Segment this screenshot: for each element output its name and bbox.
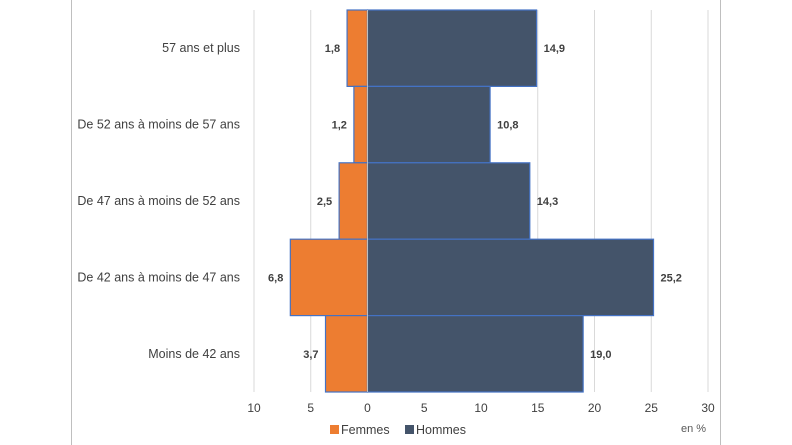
- data-label-femmes-1: 1,2: [332, 120, 347, 132]
- data-label-femmes-4: 3,7: [303, 349, 318, 361]
- x-tick-label-2: 0: [364, 401, 371, 415]
- data-label-femmes-3: 6,8: [268, 272, 283, 284]
- x-tick-label-6: 20: [588, 401, 602, 415]
- data-label-femmes-0: 1,8: [325, 43, 340, 55]
- legend-swatch-femmes: [330, 425, 339, 434]
- category-label-4: Moins de 42 ans: [148, 347, 240, 361]
- bar-hommes-1: [366, 85, 491, 164]
- x-axis-tick-labels: 10 5 0 5 10 15 20 25 30: [247, 401, 715, 415]
- bar-hommes-0: [366, 9, 538, 88]
- category-labels: 57 ans et plus De 52 ans à moins de 57 an…: [77, 41, 240, 361]
- bar-femmes-3: [289, 238, 369, 317]
- bar-hommes-2: [366, 162, 531, 240]
- category-label-3: De 42 ans à moins de 47 ans: [77, 270, 240, 284]
- bar-hommes-3: [366, 238, 655, 317]
- x-tick-label-0: 10: [247, 401, 261, 415]
- legend-label-hommes: Hommes: [416, 423, 466, 437]
- bars: [289, 9, 655, 393]
- data-label-femmes-2: 2,5: [317, 196, 332, 208]
- bar-hommes-4: [366, 315, 584, 393]
- legend-swatch-hommes: [405, 425, 414, 434]
- category-label-2: De 47 ans à moins de 52 ans: [77, 194, 240, 208]
- x-tick-label-3: 5: [421, 401, 428, 415]
- data-label-hommes-1: 10,8: [497, 120, 518, 132]
- data-label-hommes-2: 14,3: [537, 196, 558, 208]
- x-tick-label-5: 15: [531, 401, 545, 415]
- legend: Femmes Hommes: [330, 423, 466, 437]
- x-tick-label-4: 10: [474, 401, 488, 415]
- bar-femmes-2: [338, 162, 369, 240]
- bar-femmes-0: [346, 9, 369, 88]
- unit-label: en %: [681, 423, 706, 435]
- category-label-0: 57 ans et plus: [162, 41, 240, 55]
- x-tick-label-1: 5: [307, 401, 314, 415]
- bar-femmes-1: [353, 85, 369, 164]
- x-tick-label-8: 30: [701, 401, 715, 415]
- bar-femmes-4: [324, 315, 369, 393]
- legend-label-femmes: Femmes: [341, 423, 390, 437]
- data-label-hommes-4: 19,0: [590, 349, 611, 361]
- data-labels: 1,8 14,9 1,2 10,8 2,5 14,3 6,8 25,2 3,7 19,0: [268, 43, 682, 361]
- x-tick-label-7: 25: [645, 401, 659, 415]
- data-label-hommes-0: 14,9: [544, 43, 565, 55]
- data-label-hommes-3: 25,2: [661, 272, 682, 284]
- category-label-1: De 52 ans à moins de 57 ans: [77, 118, 240, 132]
